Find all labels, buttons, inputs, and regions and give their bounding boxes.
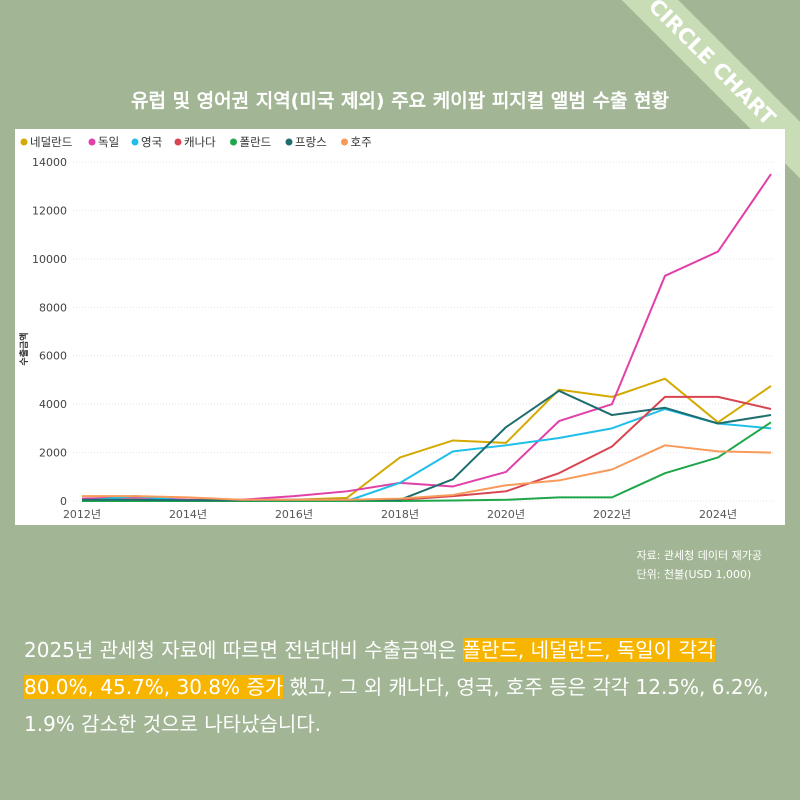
x-tick-label: 2018년 [381, 508, 419, 521]
x-tick-label: 2014년 [169, 508, 207, 521]
legend-label: 호주 [351, 135, 372, 149]
legend-marker [230, 138, 237, 146]
series-line-호주 [82, 444, 772, 501]
legend-marker [131, 138, 139, 146]
x-tick-label: 2024년 [699, 508, 737, 521]
chart-title: 유럽 및 영어권 지역(미국 제외) 주요 케이팝 피지컬 앨범 수출 현황 [131, 90, 669, 112]
summary-part1: 2025년 관세청 자료에 따르면 전년대비 수출금액은 [24, 638, 463, 662]
line-chart: 0 2000 4000 6000 8000 10000 12000 14000 2012년 201… [18, 135, 775, 521]
legend-label: 독일 [98, 135, 119, 149]
y-tick-label: 8000 [39, 301, 67, 314]
legend-label: 영국 [141, 135, 162, 149]
series-line-독일 [81, 173, 772, 501]
x-tick-label: 2020년 [487, 508, 525, 521]
y-tick-label: 0 [60, 495, 67, 508]
legend-marker [88, 138, 96, 146]
source-text: 자료: 관세청 데이터 재가공 [636, 549, 762, 562]
y-tick-label: 2000 [39, 447, 67, 460]
chart-panel: 0 2000 4000 6000 8000 10000 12000 14000 2012년 201… [15, 129, 785, 525]
unit-text: 단위: 천불(USD 1,000) [636, 568, 752, 581]
y-tick-label: 10000 [32, 253, 67, 266]
x-tick-label: 2012년 [63, 508, 101, 521]
legend-marker [341, 138, 348, 146]
x-tick-label: 2016년 [275, 508, 313, 521]
legend-label: 네덜란드 [30, 135, 72, 149]
legend-marker [20, 138, 28, 146]
y-tick-label: 12000 [32, 204, 67, 217]
legend-label: 프랑스 [295, 135, 327, 149]
summary-part2: 했고, 그 외 캐나다, 영국, 호주 등은 각각 12.5%, 6.2%, 1… [24, 675, 769, 736]
summary-text: 2025년 관세청 자료에 따르면 전년대비 수출금액은 폴란드, 네덜란드, … [24, 632, 784, 743]
series-line-영국 [81, 407, 772, 502]
y-tick-label: 6000 [39, 350, 67, 363]
x-tick-label: 2022년 [593, 508, 631, 521]
source-note: 자료: 관세청 데이터 재가공 단위: 천불(USD 1,000) [636, 546, 762, 584]
y-tick-label: 4000 [39, 398, 67, 411]
legend-label: 캐나다 [184, 135, 216, 149]
y-tick-label: 14000 [32, 156, 67, 169]
series-line-프랑스 [82, 389, 772, 502]
legend-marker [174, 138, 182, 146]
legend-label: 폴란드 [240, 135, 272, 149]
y-axis-label: 수출금액 [18, 332, 30, 365]
legend-marker [285, 138, 293, 146]
